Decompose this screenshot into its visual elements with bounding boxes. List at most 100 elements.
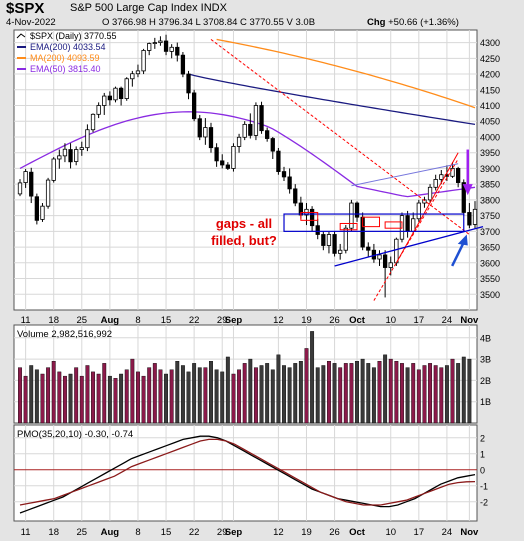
pmo-y-tick-label: -1 — [480, 481, 488, 491]
candle-body — [34, 196, 39, 221]
candle-body — [113, 87, 118, 101]
volume-bar — [428, 363, 433, 424]
legend-entry: EMA(200) 4033.54 — [30, 42, 106, 52]
candle-body — [332, 234, 337, 254]
candle-body — [107, 95, 113, 101]
volume-bar — [175, 361, 180, 424]
pmo-y-tick-label: -2 — [480, 497, 488, 507]
candle-body — [29, 171, 34, 197]
volume-bar — [366, 363, 371, 424]
volume-bar — [62, 375, 67, 424]
candle-body — [85, 129, 90, 149]
x-tick-label-top: 18 — [48, 315, 59, 326]
volume-bar — [327, 361, 331, 424]
volume-bar — [51, 361, 56, 424]
volume-bar — [467, 358, 472, 424]
price-y-tick-label: 4100 — [480, 101, 500, 111]
volume-bar — [119, 373, 124, 424]
candle-body — [141, 50, 146, 72]
volume-bar — [237, 369, 242, 424]
chart-quote: O 3766.98 H 3796.34 L 3708.84 C 3770.55 … — [102, 17, 316, 28]
x-tick-label-bottom: Oct — [349, 527, 366, 538]
volume-bar — [147, 367, 152, 424]
price-pane — [13, 29, 478, 311]
volume-bar — [304, 348, 309, 424]
candle-body — [248, 123, 253, 136]
candle-body — [186, 73, 191, 94]
candle-body — [203, 127, 208, 138]
candle-body — [253, 105, 259, 136]
candle-body — [309, 208, 315, 227]
x-tick-label-top: 19 — [301, 315, 312, 326]
volume-bar — [180, 365, 185, 424]
candle-body — [422, 199, 427, 204]
x-tick-label-top: 25 — [77, 315, 88, 326]
pmo-y-tick-label: 2 — [480, 433, 485, 443]
blue-gap-box — [283, 213, 465, 232]
candle-body — [394, 238, 399, 264]
pmo-signal-line — [19, 438, 476, 506]
chart-change-value: +50.66 (+1.36%) — [388, 17, 459, 28]
gaps-annotation-line1: gaps - all — [216, 216, 272, 231]
volume-bar — [276, 354, 281, 424]
candle-body — [51, 158, 56, 181]
volume-bar — [164, 373, 168, 424]
volume-bar — [422, 365, 427, 424]
volume-bar — [388, 358, 393, 424]
volume-bar — [74, 367, 79, 424]
x-tick-label-top: Oct — [349, 315, 366, 326]
candle-body — [276, 150, 281, 172]
candle-body — [175, 46, 180, 56]
price-y-tick-label: 3500 — [480, 290, 500, 300]
candle-body — [23, 171, 28, 183]
volume-bar — [439, 367, 444, 424]
chart-change-label: Chg — [367, 17, 386, 28]
volume-bar — [293, 363, 298, 424]
blue-arrow-shaft — [451, 241, 465, 267]
volume-bar — [113, 378, 118, 424]
candle-body — [242, 123, 247, 138]
volume-bar — [23, 375, 28, 424]
volume-bar — [360, 358, 365, 424]
chart-date: 4-Nov-2022 — [6, 17, 56, 28]
vol-y-tick-label: 3B — [480, 355, 491, 365]
volume-bar — [102, 363, 107, 424]
candle-body — [40, 205, 45, 220]
red-downtrend-line — [210, 39, 470, 235]
x-tick-label-bottom: 24 — [442, 527, 453, 538]
price-y-tick-label: 3550 — [480, 274, 500, 284]
candle-body — [135, 70, 141, 75]
volume-bar — [130, 358, 135, 424]
price-y-tick-label: 3800 — [480, 195, 500, 205]
price-y-tick-label: 3850 — [480, 180, 500, 190]
volume-bar — [253, 367, 258, 424]
candle-body — [265, 130, 270, 139]
candle-body — [90, 113, 96, 131]
volume-bar — [265, 363, 270, 424]
price-y-tick-label: 4150 — [480, 85, 500, 95]
price-y-tick-label: 3900 — [480, 164, 500, 174]
blue-support-line — [334, 226, 484, 267]
candle-body — [220, 160, 225, 166]
volume-bar — [79, 375, 84, 424]
candle-body — [180, 54, 186, 75]
x-tick-label-bottom: Aug — [101, 527, 120, 538]
candle-body — [349, 202, 354, 229]
x-tick-label-bottom: 25 — [77, 527, 88, 538]
candle-body — [427, 186, 433, 201]
volume-bar — [85, 365, 90, 424]
volume-bar — [310, 331, 315, 424]
chart-change: Chg +50.66 (+1.36%) — [367, 17, 459, 28]
x-tick-label-top: 22 — [189, 315, 200, 326]
volume-bar — [203, 367, 208, 424]
price-y-tick-label: 4250 — [480, 54, 500, 64]
volume-bar — [315, 367, 320, 424]
volume-bar — [349, 363, 354, 424]
x-tick-label-top: 26 — [329, 315, 340, 326]
candle-body — [45, 179, 51, 207]
candle-body — [433, 179, 438, 188]
candle-body — [169, 46, 174, 52]
candle-body — [163, 40, 169, 52]
candle-body — [259, 105, 264, 132]
gap-box — [384, 221, 403, 229]
